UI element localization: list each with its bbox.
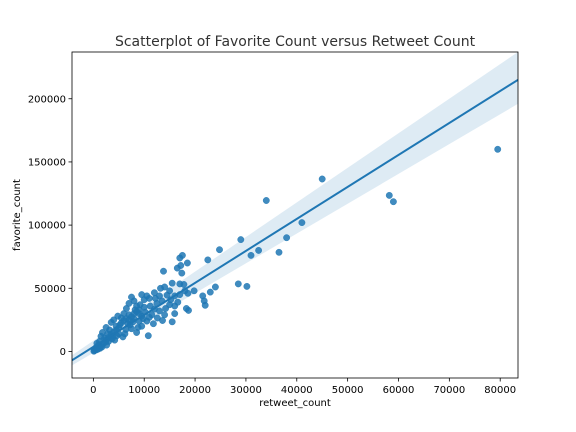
y-tick-label: 50000 [34, 284, 66, 295]
scatter-point [275, 248, 283, 256]
y-tick-label: 100000 [28, 221, 66, 232]
scatter-point [98, 343, 106, 351]
plot-area [72, 52, 518, 366]
y-tick-label: 150000 [28, 157, 66, 168]
scatter-point [185, 306, 192, 314]
scatter-point [255, 246, 263, 254]
scatter-point [149, 320, 157, 328]
chart-title: Scatterplot of Favorite Count versus Ret… [115, 34, 476, 50]
x-tick-label: 20000 [179, 385, 211, 396]
scatter-point [102, 324, 110, 331]
scatter-point [183, 259, 191, 267]
scatter-point [173, 264, 181, 272]
scatter-point [243, 282, 251, 290]
plot-frame [71, 51, 519, 379]
scatter-point [201, 301, 209, 309]
y-axis-label: favorite_count [12, 179, 23, 251]
x-tick-label: 70000 [433, 385, 465, 396]
scatter-point [247, 251, 255, 259]
scatter-point [168, 318, 176, 326]
scatter-point [190, 287, 198, 295]
scatter-point [107, 318, 115, 326]
x-tick-label: 80000 [484, 385, 516, 396]
scatter-point [174, 298, 182, 306]
scatter-point [262, 197, 270, 204]
x-axis-label: retweet_count [259, 398, 331, 409]
x-tick-label: 30000 [230, 385, 262, 396]
scatter-point [180, 281, 188, 288]
x-tick-label: 40000 [281, 385, 313, 396]
scatter-point [234, 280, 242, 288]
scatter-point [176, 254, 184, 262]
scatter-point [140, 296, 148, 304]
scatter-point [159, 317, 166, 324]
x-tick-label: 60000 [383, 385, 415, 396]
scatter-point [171, 310, 179, 317]
scatter-point [211, 283, 219, 291]
x-tick-label: 0 [90, 385, 96, 396]
scatter-point [134, 324, 142, 331]
scatter-point [206, 288, 214, 296]
scatter-point [237, 236, 245, 244]
scatter-point [178, 269, 186, 277]
scatter-point [128, 293, 135, 301]
x-tick-label: 50000 [332, 385, 364, 396]
scatter-point [157, 284, 164, 292]
scatter-point [144, 332, 152, 340]
x-tick-label: 10000 [128, 385, 160, 396]
scatter-point [216, 246, 223, 254]
scatter-point [93, 346, 100, 354]
scatter-point [318, 175, 326, 183]
scatter-point [385, 191, 393, 199]
x-axis: 0 10000 20000 30000 40000 50000 60000 70000 8000… [90, 378, 516, 396]
scatter-point [168, 279, 176, 287]
scatter-point [184, 289, 192, 297]
y-tick-label: 0 [60, 347, 66, 358]
y-axis: 0 50000 100000 150000 200000 [28, 94, 72, 358]
scatter-point [160, 267, 167, 275]
scatter-point [204, 256, 212, 264]
scatter-point [283, 234, 290, 242]
scatter-point [156, 292, 163, 300]
scatter-point [494, 145, 502, 153]
regression-line [72, 78, 518, 362]
scatter-point [146, 302, 154, 310]
scatter-point [163, 291, 171, 299]
scatter-point [162, 305, 170, 312]
scatter-point [389, 198, 397, 206]
scatter-point [298, 219, 306, 227]
y-tick-label: 200000 [28, 94, 66, 105]
